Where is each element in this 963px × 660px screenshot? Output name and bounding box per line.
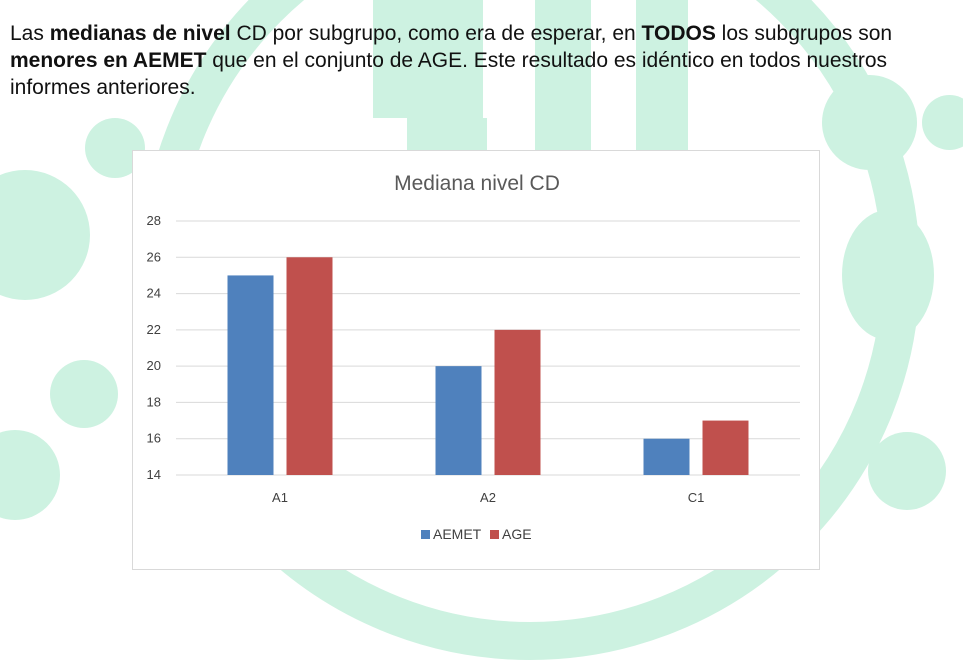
intro-bold-3: menores en AEMET — [10, 49, 207, 72]
y-tick-label: 28 — [147, 213, 161, 228]
chart-panel: Mediana nivel CD 14 16 18 20 22 24 26 28 A1 A2 C1… — [132, 150, 820, 570]
bar-aemet-c1 — [643, 438, 690, 475]
x-axis-ticks: A1 A2 C1 — [272, 490, 704, 505]
bg-circle-left-top — [0, 170, 90, 300]
bar-age-a1 — [286, 257, 333, 475]
y-tick-label: 18 — [147, 394, 161, 409]
x-tick-label: A2 — [480, 490, 496, 505]
bars — [227, 257, 749, 475]
intro-text-2: CD por subgrupo, como era de esperar, en — [230, 22, 642, 45]
legend-label-age: AGE — [502, 526, 532, 542]
bg-bar-2 — [535, 0, 591, 150]
bg-circle-left-mid — [50, 360, 118, 428]
legend-swatch-aemet — [421, 530, 430, 539]
gridlines — [176, 220, 800, 476]
intro-text-1: Las — [10, 22, 50, 45]
y-axis-ticks: 14 16 18 20 22 24 26 28 — [147, 213, 161, 482]
bg-circle-right-top — [822, 75, 917, 170]
bg-bar-3 — [636, 0, 688, 150]
intro-bold-1: medianas de nivel — [49, 22, 231, 45]
y-tick-label: 22 — [147, 322, 161, 337]
y-tick-label: 26 — [147, 249, 161, 264]
intro-text-4: que en el conjunto de AGE. Este resultad… — [10, 49, 888, 99]
y-tick-label: 14 — [147, 467, 161, 482]
y-tick-label: 20 — [147, 358, 161, 373]
bg-bar-4 — [407, 118, 487, 150]
bar-chart: Mediana nivel CD 14 16 18 20 22 24 26 28 A1 A2 C1… — [147, 172, 800, 542]
bg-circle-right-small — [922, 95, 963, 150]
x-tick-label: A1 — [272, 490, 288, 505]
y-tick-label: 16 — [147, 431, 161, 446]
bar-aemet-a1 — [227, 275, 274, 475]
bar-age-a2 — [494, 329, 541, 475]
legend-label-aemet: AEMET — [433, 526, 482, 542]
bg-bar-1 — [373, 0, 483, 118]
bar-age-c1 — [702, 420, 749, 475]
intro-paragraph: Las medianas de nivel CD por subgrupo, c… — [10, 20, 950, 101]
bg-circle-right-mid — [842, 210, 934, 340]
bar-aemet-a2 — [435, 366, 482, 475]
bg-circle-right-bottom — [868, 432, 946, 510]
legend-swatch-age — [490, 530, 499, 539]
intro-bold-2: TODOS — [641, 22, 716, 45]
bg-circle-left-bottom — [0, 430, 60, 520]
legend: AEMET AGE — [421, 526, 532, 542]
chart-title: Mediana nivel CD — [394, 172, 560, 195]
x-tick-label: C1 — [688, 490, 705, 505]
y-tick-label: 24 — [147, 286, 161, 301]
intro-text-3: los subgrupos son — [715, 22, 893, 45]
